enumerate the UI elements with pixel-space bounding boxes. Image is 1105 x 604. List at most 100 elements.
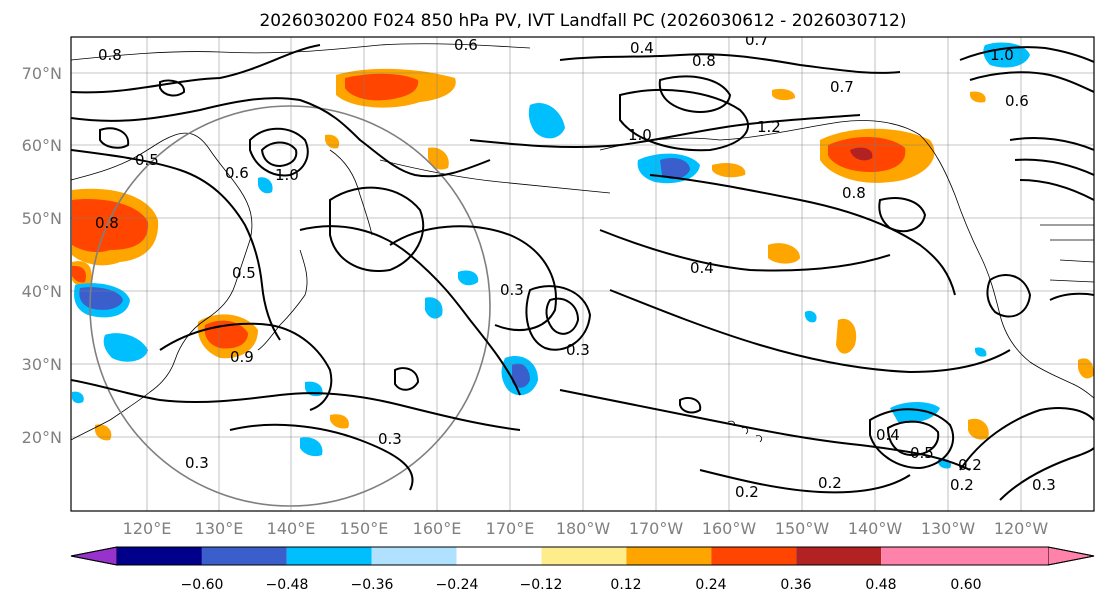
contour-label: 0.2 [818, 474, 842, 492]
contour-line [986, 274, 1032, 318]
influence-circle [89, 105, 491, 507]
contour-line [299, 225, 521, 396]
shade-red [72, 199, 149, 253]
colorbar-extend-right [1047, 546, 1095, 566]
colorbar-segment [371, 547, 457, 565]
colorbar-segment [626, 547, 712, 565]
contour-label: 0.5 [232, 264, 256, 282]
contour-label: 1.0 [275, 166, 299, 184]
contour-line [886, 420, 940, 457]
shade-sky [72, 391, 84, 404]
contour-line [260, 141, 298, 168]
map-frame [70, 36, 1095, 512]
colorbar-tick-label: −0.48 [266, 577, 309, 593]
contour-line [469, 114, 861, 149]
contour-line [249, 127, 309, 177]
shade-red-dark [850, 147, 873, 161]
contour-label: 0.4 [630, 39, 654, 57]
colorbar-tick-label: 0.24 [695, 577, 726, 593]
colorbar-segment [201, 547, 287, 565]
contour-line [1049, 292, 1094, 301]
colorbar-segment [456, 547, 542, 565]
contour-label: 0.8 [95, 214, 119, 232]
lat-label: 20°N [22, 428, 62, 447]
contour-labels: 0.4 0.7 0.8 1.0 1.2 0.6 0.8 0.5 0.6 1.0 … [95, 36, 1056, 501]
contour-line [699, 469, 911, 494]
contour-label: 0.6 [1005, 92, 1029, 110]
alaska-coastline [599, 120, 981, 256]
contour-line [394, 367, 420, 391]
contour-line [71, 97, 491, 178]
lon-label: 130°W [921, 519, 976, 538]
contour-label: 0.8 [98, 46, 122, 64]
colorbar-tick-label: −0.12 [520, 577, 563, 593]
shade-sky [975, 347, 987, 357]
contour-label: 0.8 [842, 184, 866, 202]
aleutian-chain [379, 159, 611, 194]
lon-label: 140°E [267, 519, 316, 538]
contour-line [159, 322, 333, 411]
contour-line [559, 53, 901, 74]
shade-sky [983, 42, 1030, 68]
pv-contours [71, 44, 1094, 501]
shade-sky [804, 310, 817, 323]
shade-sky [890, 402, 940, 423]
contour-label: 0.3 [1032, 476, 1056, 494]
contour-line [869, 408, 955, 470]
contour-label: 0.5 [135, 151, 159, 169]
contour-line [229, 423, 414, 491]
lon-label: 160°E [413, 519, 462, 538]
shade-orange [1078, 358, 1094, 379]
contour-label: 0.8 [692, 52, 716, 70]
contour-label: 0.6 [454, 36, 478, 54]
contour-label: 0.4 [876, 426, 900, 444]
lat-label: 70°N [22, 64, 62, 83]
lon-label: 180°W [556, 519, 611, 538]
contour-line [959, 407, 1094, 471]
shade-red [345, 73, 419, 101]
shade-sky [425, 297, 443, 319]
contour-line [969, 71, 1094, 93]
shade-orange [95, 424, 112, 441]
contour-label: 0.3 [500, 281, 524, 299]
canada-border [1040, 224, 1094, 283]
contour-label: 0.3 [566, 341, 590, 359]
colorbar-tick-label: −0.36 [351, 577, 394, 593]
north-america-coastline [979, 254, 1094, 399]
contour-label: 0.6 [225, 164, 249, 182]
lon-label: 150°E [340, 519, 389, 538]
contour-label: 1.0 [628, 126, 652, 144]
shade-sky [458, 270, 479, 286]
colorbar-tick-label: −0.24 [436, 577, 479, 593]
shade-royal [512, 363, 530, 388]
shade-orange [836, 318, 857, 354]
arctic-coastline [71, 43, 531, 61]
contour-label: 0.7 [830, 78, 854, 96]
colorbar [70, 546, 1095, 566]
contour-line [525, 285, 592, 351]
shade-royal [660, 158, 690, 180]
colorbar-tick-label: 0.48 [865, 577, 896, 593]
colorbar-tick-label: 0.36 [780, 577, 811, 593]
colorbar-segment [541, 547, 627, 565]
longitude-labels: 120°E 130°E 140°E 150°E 160°E 170°E 180°… [123, 519, 1049, 538]
colorbar-segment [881, 547, 966, 565]
shade-orange [428, 147, 449, 170]
colorbar-tick-label: 0.60 [950, 577, 981, 593]
contour-line [999, 447, 1094, 501]
lat-label: 30°N [22, 355, 62, 374]
colorbar-outline [70, 546, 1095, 566]
map-title: 2026030200 F024 850 hPa PV, IVT Landfall… [259, 11, 906, 31]
contour-label: 0.5 [910, 444, 934, 462]
contour-label: 1.0 [990, 46, 1014, 64]
map-area [71, 37, 1094, 511]
lon-label: 170°E [486, 519, 535, 538]
positive-anomaly-shading [72, 68, 1094, 441]
lat-label: 40°N [22, 282, 62, 301]
asia-coastline [71, 132, 253, 441]
lon-label: 120°W [994, 519, 1049, 538]
colorbar-segment [796, 547, 882, 565]
lon-label: 160°W [702, 519, 757, 538]
shade-orange [330, 414, 349, 429]
